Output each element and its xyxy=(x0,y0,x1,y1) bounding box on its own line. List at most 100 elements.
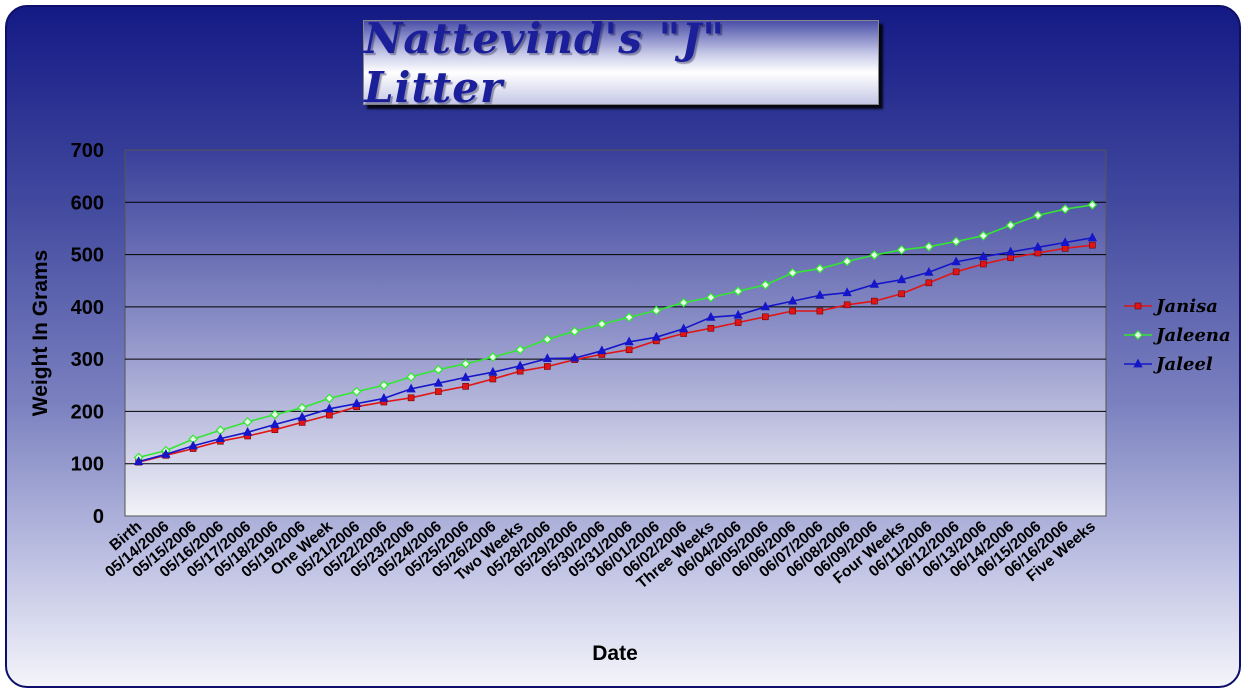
data-point-jaleel xyxy=(1033,241,1043,251)
legend-label-jaleena: Jaleena xyxy=(1153,325,1231,346)
data-point-jaleena xyxy=(869,250,880,260)
data-point-janisa xyxy=(762,313,769,321)
data-point-janisa xyxy=(435,388,442,395)
data-point-jaleel xyxy=(787,295,798,305)
data-point-jaleel xyxy=(270,419,280,428)
y-axis-ticks: 0 100 200 300 400 500 600 700 xyxy=(71,140,104,528)
y-axis-title: Weight In Grams xyxy=(29,250,52,416)
data-point-jaleena xyxy=(1005,220,1016,231)
data-point-jaleel xyxy=(488,366,498,376)
data-point-jaleena xyxy=(1087,200,1098,210)
data-point-jaleel xyxy=(242,426,253,436)
series-line-janisa xyxy=(138,244,1093,463)
data-point-jaleel xyxy=(678,323,689,333)
data-point-jaleel xyxy=(1005,246,1016,256)
legend: Janisa Jaleena Jaleel xyxy=(1124,296,1231,375)
legend-marker-janisa xyxy=(1134,302,1142,310)
data-point-jaleel xyxy=(651,331,662,341)
data-point-jaleena xyxy=(733,286,743,297)
data-point-jaleel xyxy=(842,287,852,297)
y-tick-label: 600 xyxy=(71,192,104,214)
chart-title-box: Nattevind's "J" Litter xyxy=(363,14,879,112)
legend-label-jaleel: Jaleel xyxy=(1153,354,1213,375)
data-point-jaleel xyxy=(433,377,444,387)
data-point-janisa xyxy=(816,307,824,315)
data-point-jaleena xyxy=(406,372,416,382)
data-point-janisa xyxy=(1089,241,1096,249)
data-point-jaleel xyxy=(569,352,580,362)
y-tick-label: 0 xyxy=(93,506,104,528)
data-point-jaleel xyxy=(460,372,471,381)
data-point-jaleena xyxy=(787,268,798,278)
data-point-jaleena xyxy=(270,409,280,420)
data-point-jaleena xyxy=(706,292,716,303)
y-tick-label: 700 xyxy=(71,140,104,162)
data-point-jaleel xyxy=(896,274,907,284)
data-point-jaleel xyxy=(379,393,389,402)
data-point-janisa xyxy=(326,411,333,419)
data-point-jaleena xyxy=(1060,204,1070,214)
x-axis-ticks: Birth05/14/200605/15/200605/16/200605/17… xyxy=(102,518,1099,593)
data-point-jaleena xyxy=(433,364,444,375)
data-point-janisa xyxy=(925,279,933,287)
data-point-jaleel xyxy=(542,353,553,363)
series-lines xyxy=(133,200,1098,466)
data-point-janisa xyxy=(952,268,960,276)
series-line-jaleena xyxy=(138,204,1093,459)
data-point-janisa xyxy=(871,297,878,305)
data-point-jaleena xyxy=(760,280,771,290)
data-point-janisa xyxy=(1034,249,1042,257)
data-point-jaleel xyxy=(1087,232,1098,242)
data-point-janisa xyxy=(980,260,987,268)
data-point-janisa xyxy=(843,301,851,309)
data-point-jaleena xyxy=(569,326,580,337)
data-point-janisa xyxy=(544,363,551,370)
data-point-janisa xyxy=(734,319,742,326)
data-point-jaleel xyxy=(869,279,880,288)
data-point-janisa xyxy=(625,346,633,354)
data-point-jaleel xyxy=(978,251,989,261)
data-point-janisa xyxy=(1061,244,1069,252)
y-tick-label: 100 xyxy=(71,454,104,476)
data-point-janisa xyxy=(898,290,905,298)
data-point-jaleena xyxy=(678,297,689,308)
data-point-jaleel xyxy=(760,301,771,311)
plot-area xyxy=(124,149,1107,517)
data-point-jaleel xyxy=(161,448,171,458)
data-point-jaleena xyxy=(515,344,525,355)
data-point-jaleena xyxy=(815,263,825,274)
data-point-jaleena xyxy=(842,256,852,267)
data-point-jaleena xyxy=(542,334,553,345)
data-point-jaleel xyxy=(324,403,335,413)
y-tick-label: 400 xyxy=(71,297,104,319)
data-point-jaleena xyxy=(1033,210,1043,221)
data-point-jaleel xyxy=(351,398,362,407)
data-point-jaleena xyxy=(324,393,335,404)
data-point-jaleel xyxy=(733,309,743,319)
legend-marker-jaleena xyxy=(1133,330,1143,340)
chart-title: Nattevind's "J" Litter xyxy=(364,13,726,112)
data-point-jaleel xyxy=(1060,237,1070,246)
data-point-jaleel xyxy=(133,456,144,466)
data-point-jaleena xyxy=(896,245,907,255)
data-point-janisa xyxy=(489,375,497,383)
data-point-janisa xyxy=(1007,254,1014,262)
data-point-jaleel xyxy=(188,440,198,450)
data-point-jaleena xyxy=(951,236,961,247)
data-point-jaleena xyxy=(624,312,634,323)
gridlines xyxy=(125,201,1106,465)
data-point-janisa xyxy=(407,394,415,402)
data-point-jaleena xyxy=(597,319,607,329)
data-point-jaleel xyxy=(924,266,934,276)
data-point-janisa xyxy=(789,307,796,315)
data-point-jaleel xyxy=(815,290,825,299)
data-point-jaleena xyxy=(242,417,253,427)
data-point-jaleena xyxy=(460,359,471,369)
legend-label-janisa: Janisa xyxy=(1153,296,1218,317)
data-point-jaleena xyxy=(651,305,662,316)
x-axis-title: Date xyxy=(592,642,638,665)
data-point-jaleena xyxy=(978,230,989,241)
series-line-jaleel xyxy=(138,237,1093,463)
legend-marker-jaleel xyxy=(1133,358,1143,368)
